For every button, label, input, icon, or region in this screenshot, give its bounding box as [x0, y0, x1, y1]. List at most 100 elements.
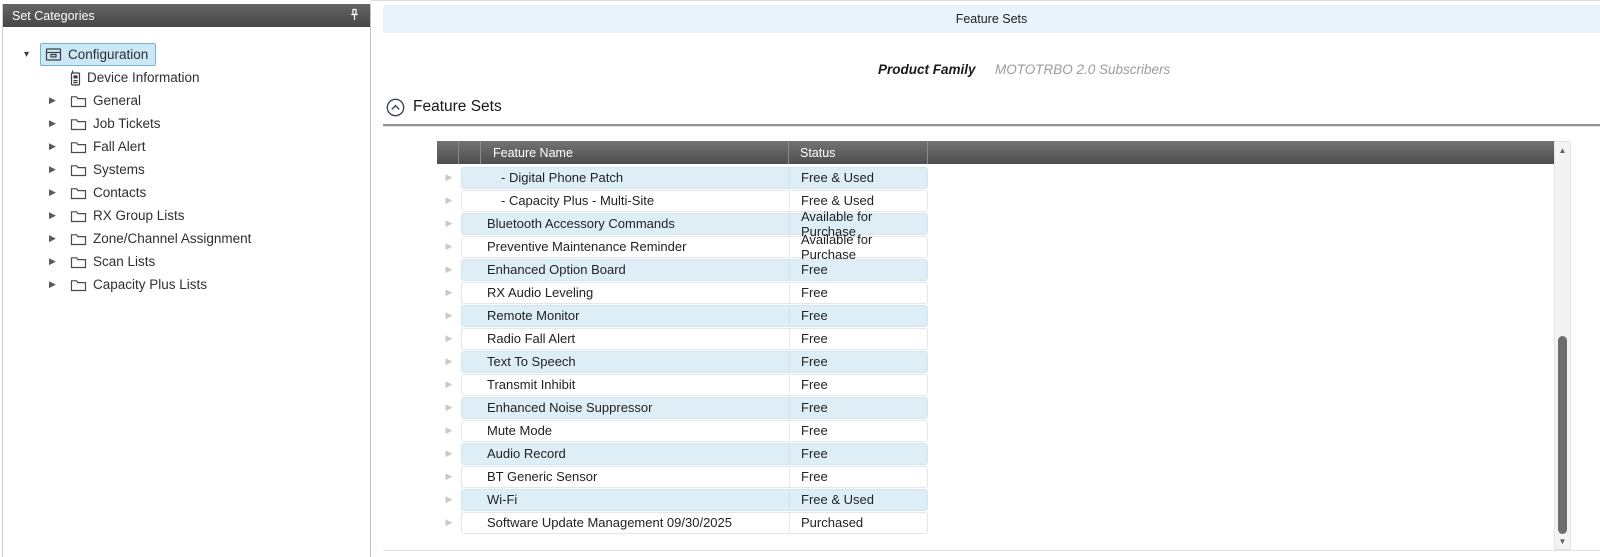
row-expander-icon[interactable]: ▶: [445, 310, 453, 320]
feature-name-cell: - Digital Phone Patch: [501, 170, 624, 185]
product-family-value: MOTOTRBO 2.0 Subscribers: [995, 62, 1171, 77]
status-cell: Free: [789, 351, 927, 372]
table-row[interactable]: ▶ BT Generic Sensor Free: [437, 465, 1554, 488]
row-expander-icon[interactable]: ▶: [445, 195, 453, 205]
table-row[interactable]: ▶ Enhanced Option Board Free: [437, 258, 1554, 281]
expander-icon[interactable]: ▶: [49, 210, 56, 220]
status-cell: Free: [789, 328, 927, 349]
row-expander-icon[interactable]: ▶: [445, 448, 453, 458]
sidebar-item-zone-channel-assignment[interactable]: ▶ Zone/Channel Assignment: [49, 231, 252, 246]
sidebar-item-scan-lists[interactable]: ▶ Scan Lists: [49, 254, 156, 269]
pin-icon[interactable]: [347, 8, 361, 24]
status-cell: Available for Purchase: [789, 232, 927, 262]
panel-title: Feature Sets: [955, 12, 1028, 26]
row-expander-icon[interactable]: ▶: [445, 402, 453, 412]
row-expander-icon[interactable]: ▶: [445, 494, 453, 504]
column-header-status[interactable]: Status: [789, 141, 928, 164]
collapse-section-button[interactable]: [385, 97, 405, 117]
table-row[interactable]: ▶ Audio Record Free: [437, 442, 1554, 465]
expander-icon[interactable]: ▶: [49, 256, 56, 266]
expander-icon[interactable]: ▶: [49, 187, 56, 197]
configuration-icon: [45, 47, 62, 62]
table-row[interactable]: ▶ Preventive Maintenance Reminder Availa…: [437, 232, 1554, 262]
row-expander-icon[interactable]: ▶: [445, 287, 453, 297]
status-cell: Free: [789, 443, 927, 464]
device-icon: [70, 70, 81, 86]
row-expander-icon[interactable]: ▶: [445, 379, 453, 389]
status-cell: Free: [789, 305, 927, 326]
table-header-row: Feature Name Status: [437, 141, 1554, 164]
feature-name-cell: - Capacity Plus - Multi-Site: [501, 193, 655, 208]
section-divider: [383, 124, 1600, 127]
table-row[interactable]: ▶ Text To Speech Free: [437, 350, 1554, 373]
folder-icon: [70, 117, 87, 131]
feature-sets-panel: Feature Sets Product Family MOTOTRBO 2.0…: [383, 0, 1600, 557]
feature-name-cell: Bluetooth Accessory Commands: [487, 216, 675, 231]
row-expander-icon[interactable]: ▶: [445, 218, 453, 228]
category-tree: ▾ Configuration Device Information ▶ Gen…: [3, 27, 370, 296]
table-row[interactable]: ▶ RX Audio Leveling Free: [437, 281, 1554, 304]
table-row[interactable]: ▶ Enhanced Noise Suppressor Free: [437, 396, 1554, 419]
set-categories-title: Set Categories: [12, 8, 95, 23]
section-title: Feature Sets: [413, 98, 502, 115]
scroll-down-icon[interactable]: ▼: [1558, 536, 1567, 546]
sidebar-item-job-tickets[interactable]: ▶ Job Tickets: [49, 116, 161, 131]
feature-name-cell: Text To Speech: [487, 354, 576, 369]
expander-icon[interactable]: ▶: [49, 164, 56, 174]
row-expander-icon[interactable]: ▶: [445, 356, 453, 366]
row-expander-icon[interactable]: ▶: [445, 425, 453, 435]
status-cell: Free: [789, 466, 927, 487]
row-expander-icon[interactable]: ▶: [445, 333, 453, 343]
table-row[interactable]: ▶ Radio Fall Alert Free: [437, 327, 1554, 350]
sidebar-item-systems[interactable]: ▶ Systems: [49, 162, 145, 177]
feature-name-cell: Remote Monitor: [487, 308, 580, 323]
row-expander-icon[interactable]: ▶: [445, 517, 453, 527]
header-filler-cell: [928, 141, 1554, 164]
expander-icon[interactable]: ▶: [49, 118, 56, 128]
table-row[interactable]: ▶ Wi-Fi Free & Used: [437, 488, 1554, 511]
status-cell: Free: [789, 420, 927, 441]
folder-icon: [70, 186, 87, 200]
expander-icon[interactable]: ▶: [49, 233, 56, 243]
sidebar-item-fall-alert[interactable]: ▶ Fall Alert: [49, 139, 146, 154]
table-row[interactable]: ▶ - Capacity Plus - Multi-Site Free & Us…: [437, 189, 1554, 212]
sidebar-item-capacity-plus-lists[interactable]: ▶ Capacity Plus Lists: [49, 277, 208, 292]
feature-name-cell: BT Generic Sensor: [487, 469, 598, 484]
status-cell: Free & Used: [789, 190, 927, 211]
vertical-scrollbar[interactable]: ▲ ▼: [1554, 141, 1571, 550]
status-cell: Purchased: [789, 512, 927, 533]
expander-icon[interactable]: ▾: [24, 48, 30, 60]
sidebar-item-rx-group-lists[interactable]: ▶ RX Group Lists: [49, 208, 185, 223]
table-row[interactable]: ▶ Mute Mode Free: [437, 419, 1554, 442]
table-row[interactable]: ▶ Bluetooth Accessory Commands Available…: [437, 209, 1554, 239]
folder-icon: [70, 94, 87, 108]
table-row[interactable]: ▶ Transmit Inhibit Free: [437, 373, 1554, 396]
scrollbar-thumb[interactable]: [1558, 336, 1567, 534]
status-cell: Free: [789, 259, 927, 280]
feature-name-cell: Software Update Management 09/30/2025: [487, 515, 733, 530]
feature-name-cell: RX Audio Leveling: [487, 285, 594, 300]
feature-sets-table: Feature Name Status ▶ - Digital Phone Pa…: [437, 141, 1554, 534]
scroll-up-icon[interactable]: ▲: [1558, 145, 1567, 155]
header-spacer-cell: [459, 141, 481, 164]
row-expander-icon[interactable]: ▶: [445, 241, 453, 251]
set-categories-panel: Set Categories ▾ Configuration Device In…: [2, 4, 371, 557]
sidebar-item-contacts[interactable]: ▶ Contacts: [49, 185, 147, 200]
table-row[interactable]: ▶ Software Update Management 09/30/2025 …: [437, 511, 1554, 534]
feature-name-cell: Enhanced Option Board: [487, 262, 626, 277]
panel-bottom-edge: [383, 550, 1600, 551]
sidebar-item-device-information[interactable]: Device Information: [3, 66, 370, 89]
table-row[interactable]: ▶ - Digital Phone Patch Free & Used: [437, 166, 1554, 189]
table-row[interactable]: ▶ Remote Monitor Free: [437, 304, 1554, 327]
feature-name-cell: Enhanced Noise Suppressor: [487, 400, 653, 415]
row-expander-icon[interactable]: ▶: [445, 471, 453, 481]
row-expander-icon[interactable]: ▶: [445, 172, 453, 182]
row-expander-icon[interactable]: ▶: [445, 264, 453, 274]
expander-icon[interactable]: ▶: [49, 141, 56, 151]
sidebar-item-configuration[interactable]: ▾ Configuration: [3, 43, 370, 66]
expander-icon[interactable]: ▶: [49, 279, 56, 289]
expander-icon[interactable]: ▶: [49, 95, 56, 105]
column-header-feature-name[interactable]: Feature Name: [481, 141, 789, 164]
sidebar-item-general[interactable]: ▶ General: [49, 93, 142, 108]
folder-icon: [70, 232, 87, 246]
